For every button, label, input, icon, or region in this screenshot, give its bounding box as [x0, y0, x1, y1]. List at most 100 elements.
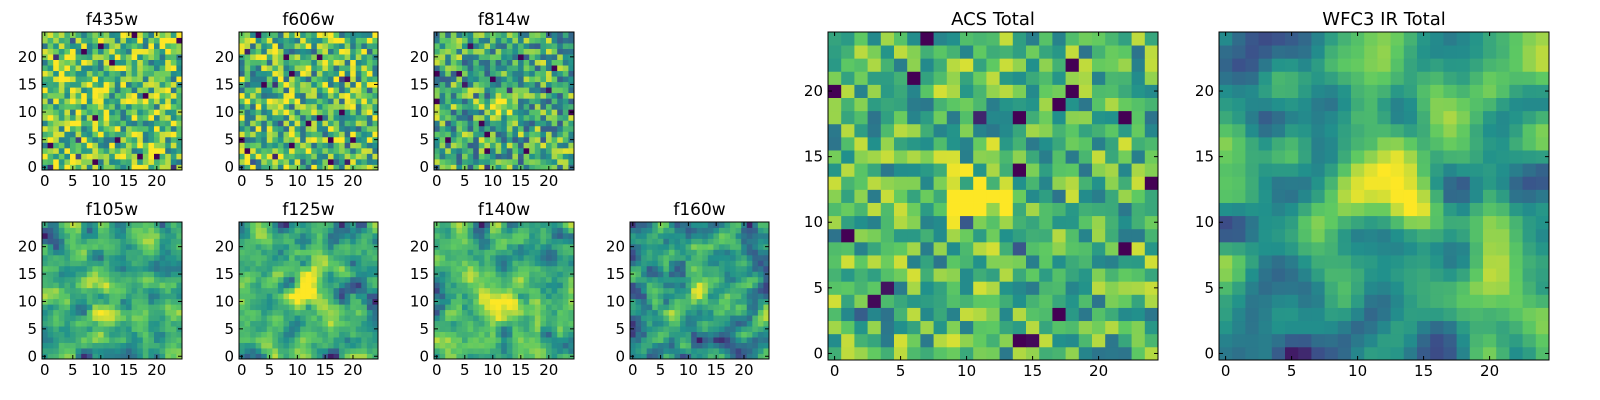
heatmap-cell	[557, 309, 564, 316]
heatmap-cell	[501, 81, 508, 88]
heatmap-cell	[75, 98, 82, 105]
heatmap-cell	[551, 320, 558, 327]
heatmap-cell	[450, 43, 457, 49]
heatmap-cell	[250, 114, 257, 121]
heatmap-cell	[266, 232, 273, 239]
heatmap-cell	[120, 293, 127, 300]
heatmap-cell	[289, 238, 295, 245]
heatmap-cell	[434, 87, 440, 94]
heatmap-cell	[75, 65, 82, 72]
heatmap-cell	[322, 282, 329, 289]
heatmap-cell	[137, 92, 144, 99]
heatmap-cell	[445, 293, 452, 300]
heatmap-cell	[730, 315, 737, 322]
heatmap-cell	[730, 243, 737, 250]
heatmap-cell	[635, 282, 642, 289]
heatmap-cell	[1039, 255, 1053, 269]
heatmap-cell	[126, 238, 132, 245]
heatmap-cell	[148, 309, 155, 316]
heatmap-cell	[707, 331, 714, 338]
heatmap-cell	[53, 353, 60, 360]
heatmap-cell	[456, 348, 463, 354]
heatmap-cell	[757, 287, 764, 294]
heatmap-cell	[462, 254, 468, 261]
heatmap-cell	[361, 348, 368, 354]
heatmap-cell	[98, 227, 104, 234]
heatmap-cell	[495, 92, 502, 99]
heatmap-cell	[120, 287, 127, 294]
heatmap-cell	[311, 87, 318, 94]
heatmap-cell	[641, 254, 648, 261]
heatmap-cell	[327, 153, 334, 160]
heatmap-cell	[674, 265, 681, 272]
heatmap-cell	[1131, 202, 1146, 217]
heatmap-cell	[450, 147, 457, 154]
heatmap-cell	[495, 353, 502, 360]
heatmap-cell	[361, 304, 368, 311]
heatmap-cell	[42, 337, 48, 343]
heatmap-cell	[490, 320, 496, 327]
heatmap-cell	[316, 142, 323, 149]
heatmap-cell	[159, 298, 166, 305]
heatmap-cell	[64, 87, 71, 94]
heatmap-cell	[907, 281, 921, 295]
heatmap-cell	[339, 271, 346, 278]
heatmap-cell	[98, 92, 104, 99]
heatmap-cell	[986, 176, 1000, 190]
heatmap-cell	[250, 271, 257, 278]
heatmap-cell	[305, 158, 312, 165]
heatmap-cell	[445, 48, 452, 55]
heatmap-cell	[763, 238, 770, 245]
heatmap-cell	[305, 232, 312, 239]
heatmap-cell	[361, 238, 368, 245]
heatmap-cell	[70, 276, 76, 283]
heatmap-cell	[294, 348, 301, 354]
heatmap-cell	[266, 238, 273, 245]
heatmap-cell	[81, 136, 88, 143]
heatmap-cell	[131, 54, 138, 60]
heatmap-cell	[534, 120, 541, 127]
heatmap-cell	[131, 136, 138, 143]
heatmap-cell	[372, 265, 379, 272]
heatmap-cell	[506, 114, 513, 121]
heatmap-cell	[495, 120, 502, 127]
heatmap-cell	[763, 260, 770, 267]
heatmap-cell	[131, 304, 138, 311]
panel-title: f160w	[673, 200, 725, 220]
heatmap-cell	[568, 87, 575, 94]
heatmap-cell	[663, 342, 670, 349]
heatmap-cell	[757, 337, 764, 343]
heatmap-cell	[707, 326, 714, 332]
heatmap-cell	[657, 315, 664, 322]
heatmap-cell	[327, 48, 334, 55]
heatmap-cell	[86, 304, 93, 311]
heatmap-cell	[366, 70, 373, 77]
heatmap-cell	[255, 249, 262, 256]
heatmap-cell	[272, 222, 279, 228]
heatmap-cell	[361, 76, 368, 83]
heatmap-cell	[137, 227, 144, 234]
heatmap-cell	[64, 287, 71, 294]
heatmap-cell	[47, 164, 54, 171]
heatmap-cell	[114, 136, 121, 143]
heatmap-cell	[142, 87, 149, 94]
heatmap-cell	[718, 293, 725, 300]
heatmap-cell	[250, 232, 257, 239]
heatmap-cell	[557, 326, 564, 332]
heatmap-cell	[344, 131, 351, 138]
heatmap-cell	[316, 103, 323, 110]
heatmap-cell	[266, 98, 273, 105]
heatmap-cell	[439, 265, 446, 272]
heatmap-cell	[126, 227, 132, 234]
heatmap-cell	[42, 87, 48, 94]
heatmap-cell	[366, 315, 373, 322]
heatmap-cell	[529, 342, 536, 349]
heatmap-cell	[47, 131, 54, 138]
heatmap-cell	[70, 271, 76, 278]
heatmap-cell	[867, 307, 882, 322]
heatmap-cell	[283, 265, 290, 272]
heatmap-cell	[880, 215, 895, 230]
heatmap-cell	[142, 32, 149, 38]
heatmap-cell	[250, 76, 257, 83]
heatmap-cell	[250, 265, 257, 272]
